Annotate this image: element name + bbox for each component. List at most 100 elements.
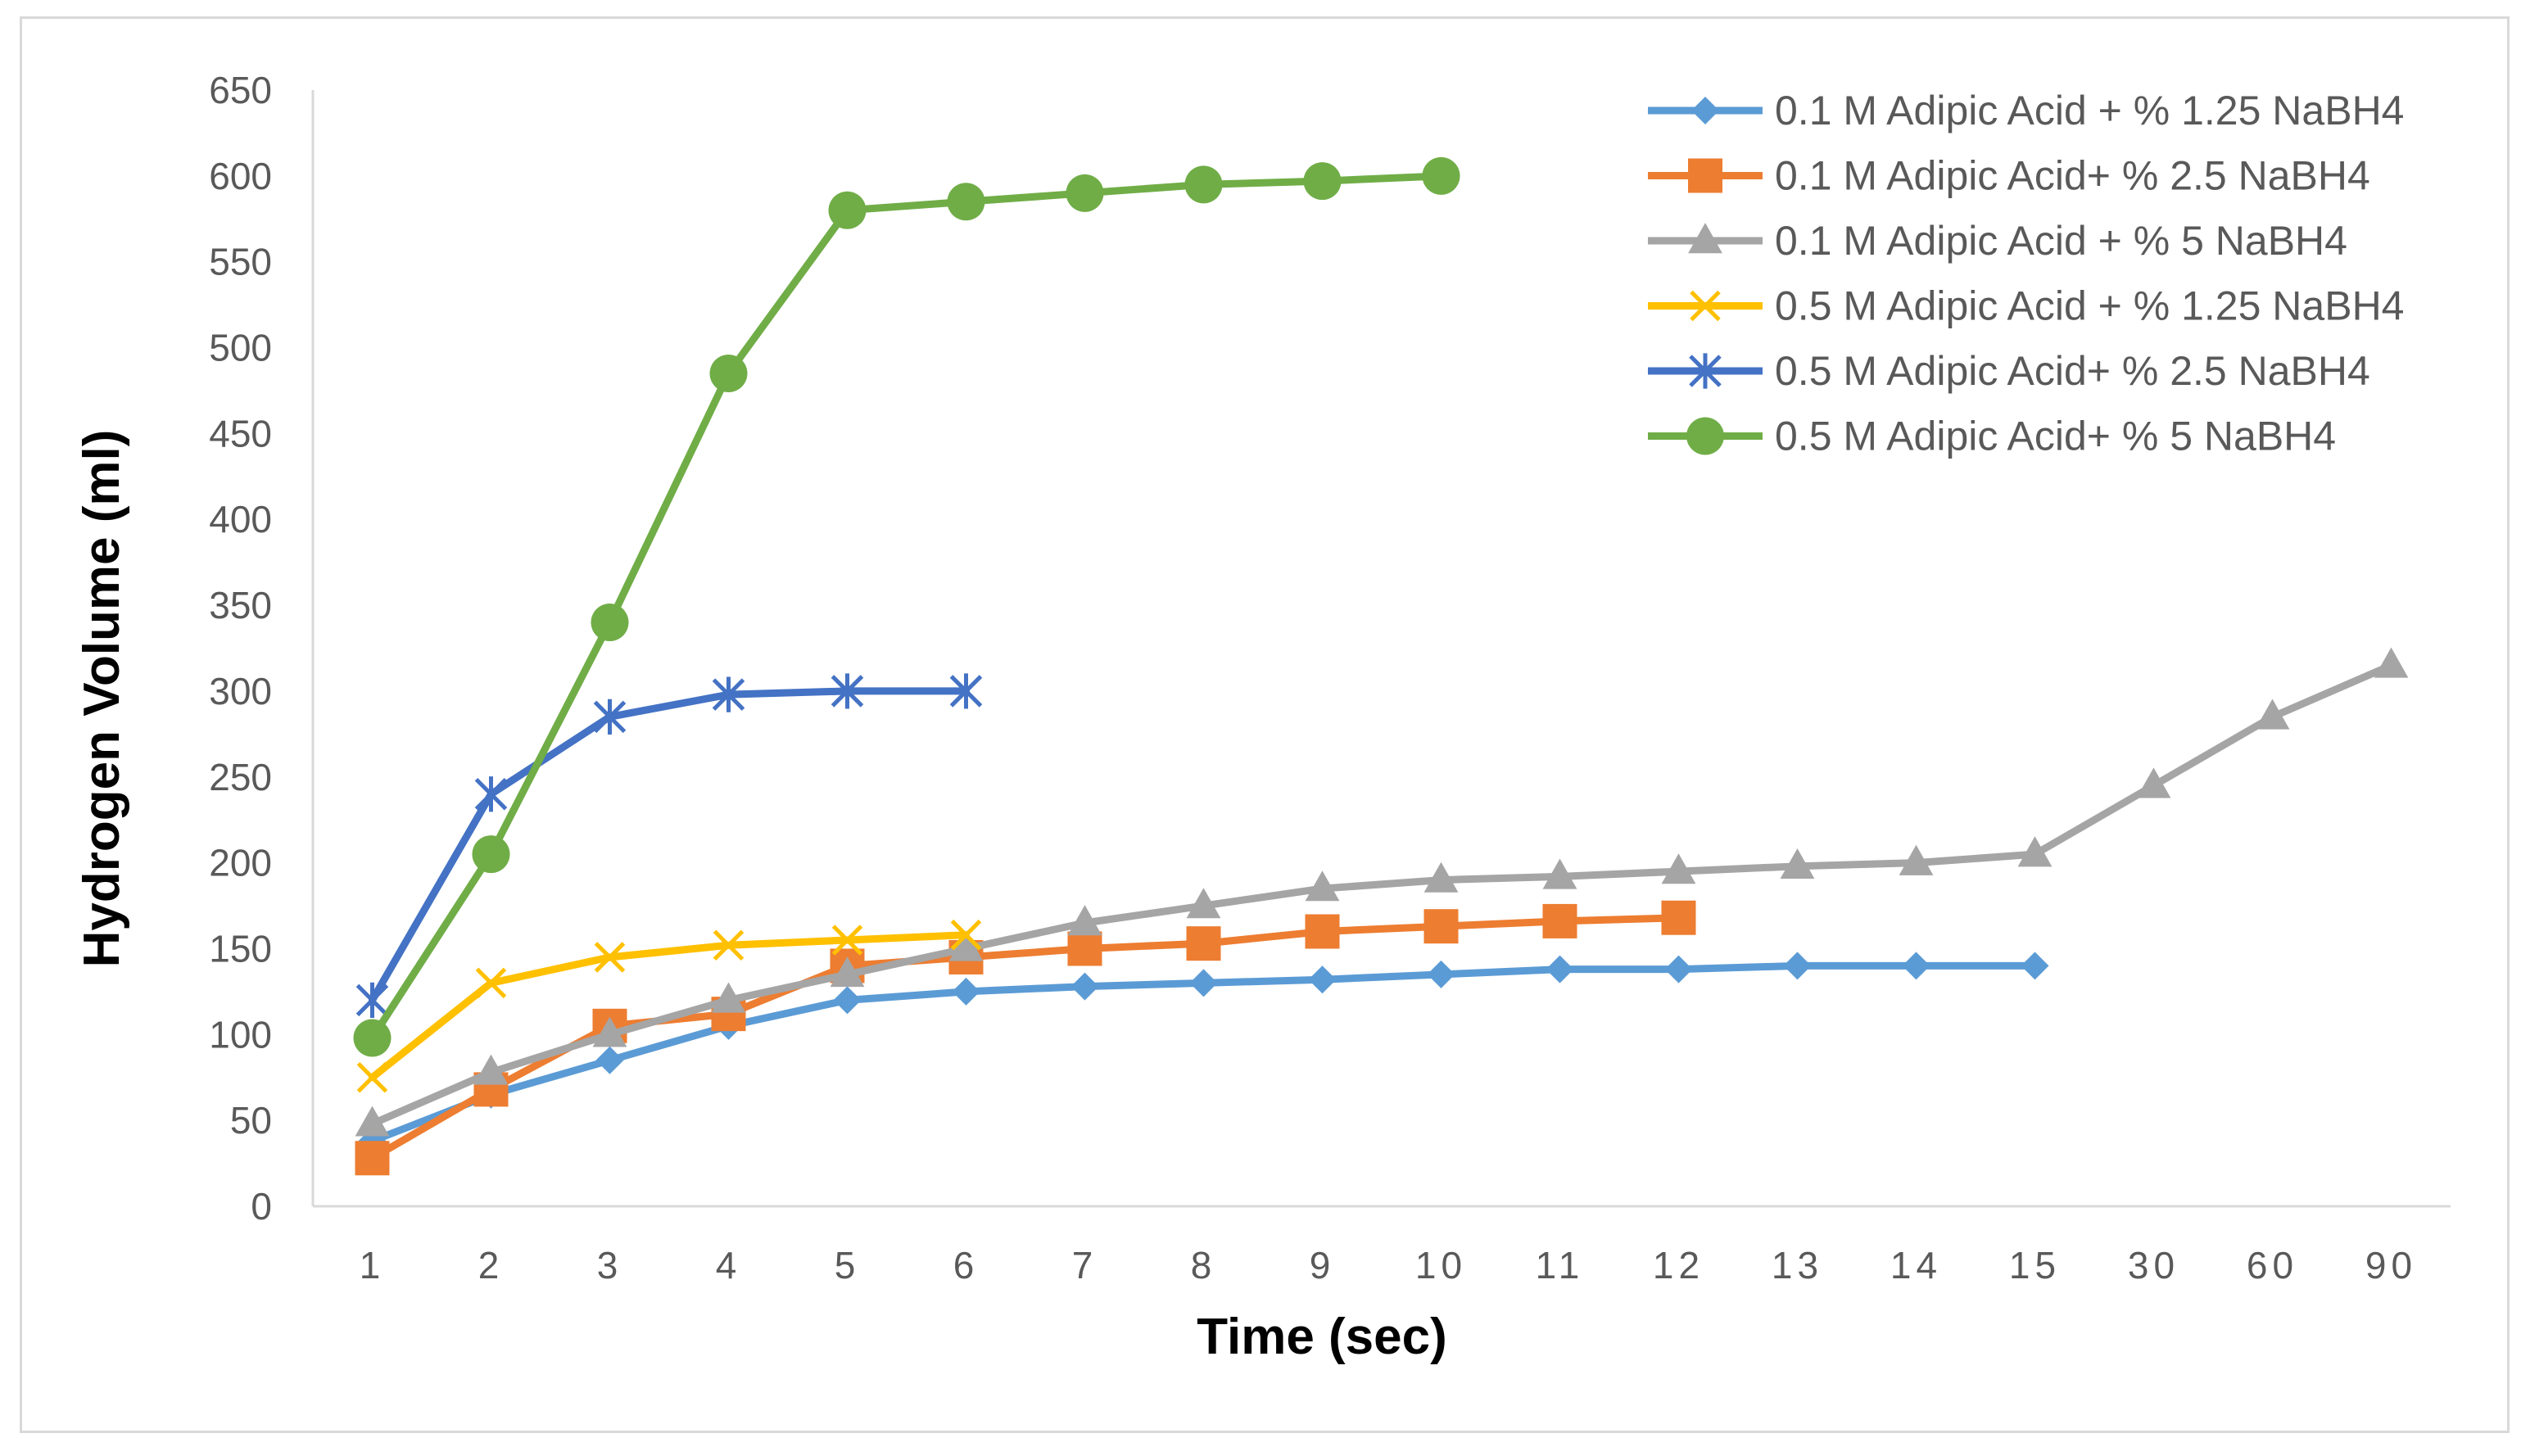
data-point: [594, 942, 626, 973]
legend-entry: 0.1 M Adipic Acid + % 5 NaBH4: [1648, 218, 2347, 264]
chart-frame: 0 50 100 150 200 250 300 350 400 450 500 550 600 650 1…: [20, 16, 2510, 1433]
data-point: [712, 676, 745, 712]
legend-label: 0.1 M Adipic Acid + % 5 NaBH4: [1775, 218, 2347, 264]
legend-marker: [1691, 97, 1719, 124]
y-tick-label: 0: [251, 1185, 272, 1228]
legend-label: 0.1 M Adipic Acid + % 1.25 NaBH4: [1775, 88, 2404, 133]
legend-label: 0.5 M Adipic Acid+ % 2.5 NaBH4: [1775, 348, 2370, 394]
y-tick-label: 150: [209, 927, 272, 970]
x-tick-label: 13: [1772, 1244, 1823, 1286]
series-line: [369, 661, 2395, 1128]
data-point: [1899, 844, 1934, 875]
data-point: [2021, 952, 2049, 980]
x-tick-label: 1: [360, 1244, 386, 1286]
series-line: [369, 914, 1682, 1162]
legend: 0.1 M Adipic Acid + % 1.25 NaBH4 0.1 M Ad…: [1648, 88, 2404, 459]
data-point: [1427, 960, 1455, 988]
data-point: [711, 982, 746, 1013]
y-tick-label: 500: [209, 327, 272, 369]
data-point: [713, 929, 745, 961]
series-1: [358, 952, 2049, 1155]
x-tick-label: 10: [1415, 1244, 1467, 1286]
y-tick-label: 300: [209, 670, 272, 712]
legend-marker: [1686, 417, 1724, 455]
data-point: [1783, 952, 1812, 980]
data-point: [355, 982, 389, 1018]
y-tick-label: 600: [209, 155, 272, 197]
y-tick-label: 250: [209, 756, 272, 798]
data-point: [1189, 969, 1218, 997]
data-point: [952, 977, 980, 1006]
series-5: [355, 673, 983, 1018]
series-line: [369, 172, 1445, 1042]
x-tick-label: 11: [1536, 1244, 1585, 1286]
data-point: [593, 699, 627, 735]
data-point: [1303, 162, 1342, 201]
legend-label: 0.5 M Adipic Acid+ % 5 NaBH4: [1775, 414, 2336, 459]
legend-marker: [1689, 353, 1722, 389]
data-point: [1546, 955, 1574, 983]
x-tick-label: 6: [953, 1244, 980, 1286]
data-point: [355, 1106, 390, 1137]
x-tick-label: 4: [716, 1244, 742, 1286]
data-point: [353, 1019, 391, 1057]
y-tick-label: 200: [209, 842, 272, 884]
data-point: [474, 776, 508, 812]
x-tick-label: 9: [1310, 1244, 1336, 1286]
data-point: [1542, 903, 1577, 938]
y-tick-label: 400: [209, 498, 272, 540]
data-point: [2017, 836, 2053, 867]
data-point: [948, 930, 984, 961]
x-tick-label: 7: [1072, 1244, 1098, 1286]
data-point: [592, 1016, 627, 1047]
data-point: [1308, 965, 1337, 994]
data-point: [591, 604, 629, 642]
legend-entry: 0.5 M Adipic Acid + % 1.25 NaBH4: [1648, 283, 2404, 329]
data-point: [595, 1046, 624, 1074]
x-tick-label: 8: [1191, 1244, 1217, 1286]
legend-entry: 0.1 M Adipic Acid + % 1.25 NaBH4: [1648, 88, 2404, 133]
data-point: [475, 967, 507, 999]
y-tick-label: 50: [230, 1099, 272, 1142]
data-point: [828, 191, 867, 229]
legend-marker: [1690, 290, 1721, 322]
x-tick-label: 30: [2128, 1244, 2179, 1286]
data-point: [355, 1141, 390, 1176]
y-tick-label: 100: [209, 1013, 272, 1056]
data-point: [1422, 156, 1460, 195]
data-point: [831, 673, 864, 709]
series-4: [356, 919, 982, 1093]
y-tick-label: 450: [209, 412, 272, 454]
series-line: [369, 687, 970, 1004]
data-point: [1305, 914, 1340, 949]
line-chart: 0 50 100 150 200 250 300 350 400 450 500 550 600 650 1…: [74, 69, 2451, 1365]
data-point: [1661, 900, 1696, 935]
x-tick-label: 2: [478, 1244, 505, 1286]
series-2: [355, 900, 1696, 1176]
legend-marker: [1688, 223, 1722, 254]
data-point: [831, 925, 863, 956]
data-point: [2255, 699, 2290, 730]
data-point: [2374, 647, 2409, 678]
x-tick-label: 14: [1890, 1244, 1942, 1286]
data-point: [1780, 848, 1815, 879]
data-point: [950, 919, 982, 951]
data-point: [1305, 870, 1340, 902]
data-point: [1067, 931, 1102, 966]
y-tick-label: 350: [209, 584, 272, 626]
data-point: [1184, 165, 1223, 204]
legend-marker: [1688, 158, 1722, 193]
data-point: [1066, 174, 1104, 212]
data-point: [1423, 909, 1459, 944]
data-point: [949, 673, 983, 709]
data-point: [833, 986, 862, 1015]
y-axis-title: Hydrogen Volume (ml): [74, 430, 130, 968]
data-point: [356, 1061, 388, 1093]
legend-entry: 0.5 M Adipic Acid+ % 5 NaBH4: [1648, 414, 2336, 459]
data-point: [709, 354, 748, 392]
data-point: [1902, 952, 1930, 980]
x-tick-label: 15: [2009, 1244, 2061, 1286]
data-point: [1067, 905, 1102, 936]
series-line: [369, 931, 970, 1082]
data-point: [1186, 888, 1221, 919]
